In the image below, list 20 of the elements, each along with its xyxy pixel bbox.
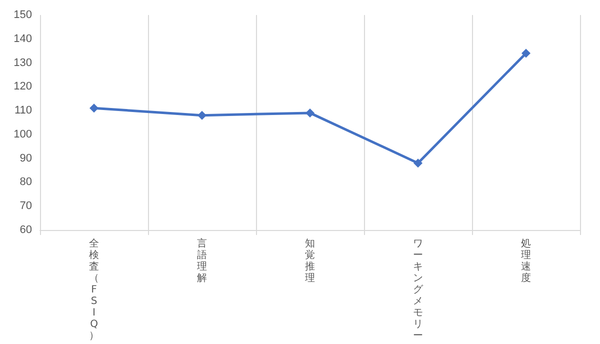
y-tick-label: 70 <box>20 200 32 212</box>
x-tick-label: 知覚推理 <box>305 237 315 284</box>
y-tick-label: 110 <box>14 104 32 117</box>
y-tick-label: 140 <box>14 32 32 45</box>
y-tick-label: 120 <box>14 80 32 93</box>
category-label: ワーキングメモリー <box>413 238 423 342</box>
y-tick-label: 80 <box>20 176 32 188</box>
point <box>306 108 314 118</box>
point <box>198 110 206 120</box>
x-tick-label: 言語理解 <box>197 237 207 284</box>
category-label: 全検査（FSIQ） <box>89 238 99 342</box>
x-tick-label: 処理速度 <box>521 238 531 284</box>
point <box>90 104 98 113</box>
y-tick-label: 130 <box>14 56 32 69</box>
point <box>414 158 422 168</box>
y-tick-label: 100 <box>14 128 32 140</box>
y-tick-label: 60 <box>20 224 32 236</box>
y-tick-label: 150 <box>14 9 32 21</box>
point <box>522 48 530 58</box>
y-tick-label: 90 <box>20 152 32 164</box>
